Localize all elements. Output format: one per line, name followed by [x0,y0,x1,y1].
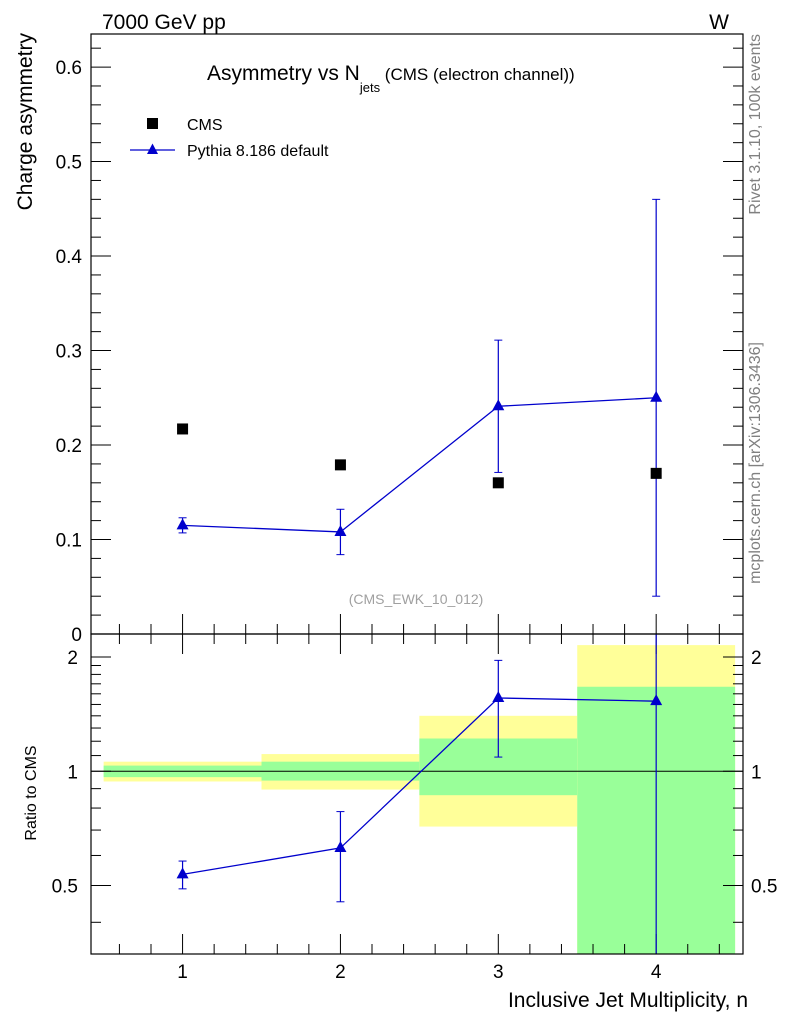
ratio-y-tick-label-right: 2 [751,648,762,669]
main-y-tick-label: 0 [71,625,82,646]
header-process-label: W [709,11,729,34]
pythia-point [492,399,505,411]
ratio-y-ticks: 0.5 0.5 1 1 2 2 [52,648,777,923]
header-energy-label: 7000 GeV pp [102,11,226,34]
main-y-tick-label: 0.4 [56,247,83,268]
title-main: Asymmetry vs N [207,62,360,85]
x-tick-label: 3 [493,962,504,983]
ratio-y-tick-label-right: 1 [751,762,762,783]
cms-point [177,423,189,435]
ratio-pythia-point [492,690,505,702]
main-title: Asymmetry vs Njets (CMS (electron channe… [207,62,575,95]
main-y-tick-label: 0.1 [56,531,82,552]
analysis-watermark: (CMS_EWK_10_012) [349,591,484,607]
main-panel: Asymmetry vs Njets (CMS (electron channe… [14,33,744,646]
title-rest: (CMS (electron channel)) [380,65,575,84]
cms-point [492,477,504,489]
pythia-point [176,518,189,530]
ratio-y-tick-label-right: 0.5 [751,877,777,898]
main-series [176,198,663,597]
ratio-series [176,634,663,955]
ratio-pythia-line [182,697,657,876]
ratio-pythia-point [334,840,347,852]
ratio-panel: 0.5 0.5 1 1 2 2 1 2 3 4 Ratio to CMS Inclusive J… [23,633,777,1012]
x-tick-label: 1 [177,962,188,983]
main-x-ticks [118,614,720,634]
ratio-y-tick-label: 1 [67,762,78,783]
main-y-axis-label: Charge asymmetry [14,33,37,211]
legend-pythia-label: Pythia 8.186 default [187,143,329,160]
ratio-pythia-point [176,867,189,879]
rivet-version-label: Rivet 3.1.10, 100k events [747,34,764,215]
x-axis-label: Inclusive Jet Multiplicity, n [508,989,748,1012]
title-subscript: jets [359,80,381,95]
main-y-tick-label: 0.2 [56,436,82,457]
pythia-point [650,390,663,402]
main-y-tick-label: 0.3 [56,342,82,363]
mcplots-source-label: mcplots.cern.ch [arXiv:1306.3436] [747,342,764,584]
main-y-ticks: 0 0.1 0.2 0.3 0.4 0.5 0.6 [56,47,743,646]
ratio-y-tick-label: 2 [67,648,78,669]
cms-point [334,459,346,471]
main-y-tick-label: 0.6 [56,58,82,79]
cms-point [650,467,662,479]
legend-cms-label: CMS [187,117,223,134]
ratio-y-axis-label: Ratio to CMS [23,745,40,840]
x-tick-label: 2 [335,962,346,983]
ratio-bands [103,645,736,954]
x-tick-label: 4 [651,962,662,983]
main-y-tick-label: 0.5 [56,153,82,174]
ratio-frame [90,633,744,955]
legend-pythia-marker [147,143,158,154]
main-legend: CMS Pythia 8.186 default [130,117,329,160]
pythia-line [182,397,657,533]
legend-cms-marker [147,118,158,129]
ratio-pythia-point [650,694,663,706]
pythia-point [334,524,347,536]
ratio-y-tick-label: 0.5 [52,877,78,898]
